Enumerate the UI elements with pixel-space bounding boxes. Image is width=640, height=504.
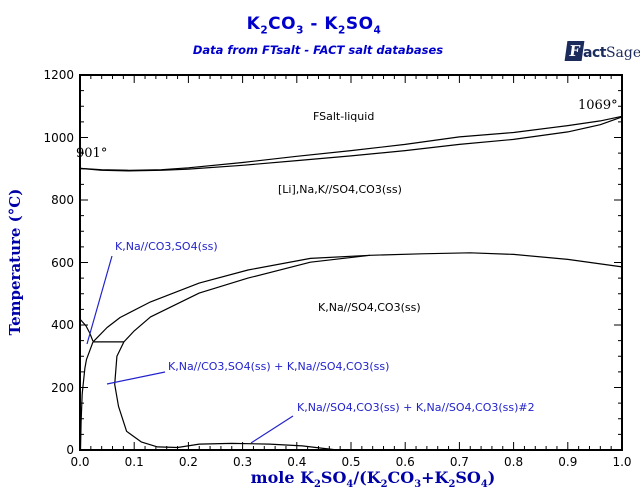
y-tick-label: 1000 — [43, 130, 74, 145]
factsage-logo-act: act — [583, 45, 606, 61]
chart-title: K2CO3 - K2SO4 — [246, 14, 382, 37]
region-label: K,Na//CO3,SO4(ss) + K,Na//SO4,CO3(ss) — [168, 360, 390, 373]
x-axis-title: mole K2SO4/(K2CO3+K2SO4) — [250, 468, 496, 491]
leader-line — [86, 255, 113, 345]
y-tick-label: 800 — [51, 193, 74, 207]
curve-co3so4-right-boundary-and-dome — [114, 341, 338, 451]
curve-ss-lens-upper — [92, 252, 623, 343]
x-tick-label: 0.2 — [178, 455, 198, 469]
factsage-logo-sage: Sage — [605, 45, 640, 61]
x-tick-label: 0.9 — [558, 455, 578, 469]
x-tick-label: 0.7 — [449, 455, 469, 469]
y-tick-label: 600 — [51, 255, 74, 270]
region-label: K,Na//SO4,CO3(ss) + K,Na//SO4,CO3(ss)#2 — [297, 401, 535, 414]
region-label: 1069° — [578, 98, 618, 113]
x-tick-label: 0.0 — [70, 455, 90, 469]
x-tick-label: 0.4 — [287, 455, 307, 469]
curve-co3so4-upper-boundary — [79, 318, 94, 342]
x-tick-label: 0.8 — [504, 455, 524, 469]
x-tick-label: 1.0 — [612, 455, 632, 469]
curve-liquidus — [79, 115, 623, 171]
y-tick-label: 0 — [66, 443, 74, 457]
curve-solidus — [79, 116, 623, 172]
x-tick-label: 0.1 — [124, 455, 144, 469]
leader-line — [250, 415, 294, 444]
curve-co3so4-left-boundary — [79, 341, 94, 451]
region-label: K,Na//SO4,CO3(ss) — [318, 301, 421, 314]
x-tick-label: 0.5 — [341, 455, 361, 469]
factsage-logo: FactSage™ — [564, 41, 640, 61]
y-tick-label: 1200 — [43, 68, 74, 82]
x-tick-label: 0.6 — [395, 455, 415, 469]
region-label: [Li],Na,K//SO4,CO3(ss) — [278, 183, 402, 196]
curve-ss-lens-lower — [123, 254, 371, 343]
region-label: K,Na//CO3,SO4(ss) — [115, 240, 218, 253]
x-tick-label: 0.3 — [233, 455, 253, 469]
leader-line — [106, 371, 166, 385]
y-tick-label: 400 — [51, 318, 74, 332]
plot-border — [79, 74, 623, 451]
y-tick-label: 200 — [51, 380, 74, 395]
region-label: 901° — [76, 146, 108, 161]
chart-subtitle: Data from FTsalt - FACT salt databases — [192, 43, 444, 57]
region-label: FSalt-liquid — [313, 110, 375, 123]
